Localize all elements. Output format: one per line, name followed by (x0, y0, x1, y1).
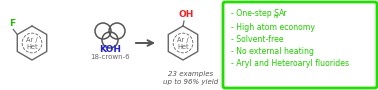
FancyBboxPatch shape (223, 2, 377, 88)
Text: 18-crown-6: 18-crown-6 (90, 54, 130, 60)
Text: N: N (274, 14, 278, 19)
Text: Ar: Ar (279, 10, 287, 19)
Text: - Aryl and Heteroaryl fluorides: - Aryl and Heteroaryl fluorides (231, 58, 349, 68)
Text: Ar /: Ar / (26, 37, 38, 43)
Text: Het: Het (26, 44, 38, 50)
Text: - Solvent-free: - Solvent-free (231, 34, 284, 43)
Text: Het: Het (177, 44, 189, 50)
Text: Ar /: Ar / (177, 37, 189, 43)
Text: F: F (9, 20, 15, 29)
Text: - No external heating: - No external heating (231, 47, 314, 56)
Text: - One-step S: - One-step S (231, 10, 279, 19)
Text: OH: OH (178, 10, 194, 19)
Text: 23 examples
up to 96% yield: 23 examples up to 96% yield (163, 71, 218, 85)
Text: KOH: KOH (99, 44, 121, 53)
Text: - High atom economy: - High atom economy (231, 22, 315, 32)
